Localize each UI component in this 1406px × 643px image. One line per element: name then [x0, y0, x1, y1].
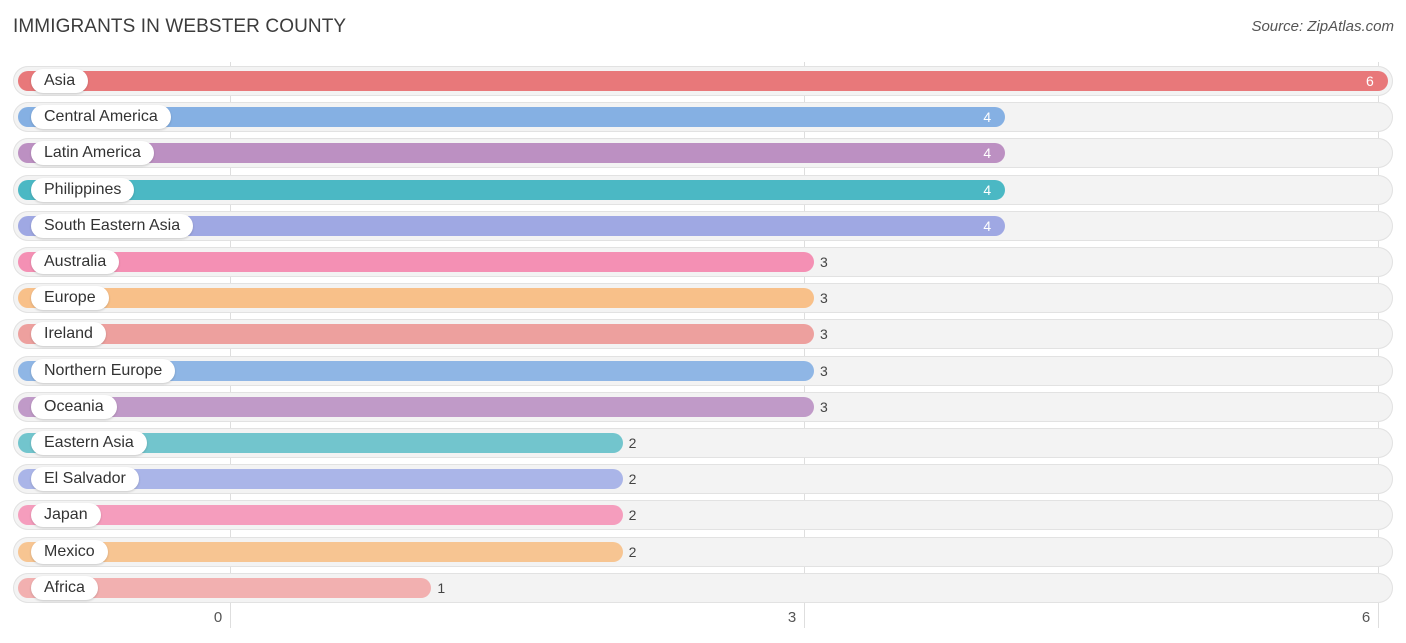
bar-row: El Salvador 2 [13, 464, 1393, 495]
bar [18, 179, 1006, 200]
value-label: 4 [983, 217, 992, 234]
category-label: Philippines [31, 177, 135, 202]
bar [18, 107, 1006, 128]
bar-row: Philippines 4 [13, 174, 1393, 205]
category-label: Mexico [31, 539, 108, 564]
category-label: Central America [31, 105, 171, 130]
category-label: El Salvador [31, 467, 139, 492]
value-label: 4 [983, 181, 992, 198]
category-label: Asia [31, 69, 89, 93]
bar [18, 324, 814, 345]
chart-title: IMMIGRANTS IN WEBSTER COUNTY [13, 16, 347, 37]
bar-row: Asia 6 [13, 66, 1393, 96]
category-label: Europe [31, 286, 109, 311]
bar [18, 577, 432, 598]
bar [18, 71, 1388, 91]
value-label: 6 [1366, 73, 1374, 89]
x-tick-label: 0 [213, 609, 223, 626]
value-label: 2 [628, 435, 637, 451]
value-label: 1 [437, 579, 446, 596]
value-label: 2 [628, 543, 637, 560]
value-label: 3 [820, 290, 828, 307]
value-label: 4 [983, 145, 992, 162]
category-label: Eastern Asia [31, 431, 147, 455]
bar-row: Africa 1 [13, 572, 1393, 603]
bar-row: Europe 3 [13, 283, 1393, 314]
bar-row: South Eastern Asia 4 [13, 210, 1393, 241]
value-label: 4 [983, 109, 992, 126]
category-label: Latin America [31, 141, 154, 166]
value-label: 3 [820, 398, 828, 415]
category-label: Oceania [31, 394, 117, 419]
category-label: Ireland [31, 322, 106, 347]
bar [18, 541, 623, 562]
bar [18, 215, 1006, 236]
bar [18, 252, 814, 272]
bar [18, 433, 623, 453]
bar-row: Northern Europe 3 [13, 355, 1393, 386]
bar-row: Ireland 3 [13, 319, 1393, 350]
category-label: Japan [31, 503, 101, 528]
value-label: 2 [628, 471, 637, 488]
bar-row: Mexico 2 [13, 536, 1393, 567]
bar-row: Australia 3 [13, 247, 1393, 277]
bar [18, 360, 814, 381]
x-tick-label: 3 [787, 609, 797, 626]
bar [18, 396, 814, 417]
value-label: 3 [820, 326, 828, 343]
bar-row: Oceania 3 [13, 391, 1393, 422]
bar-row: Latin America 4 [13, 138, 1393, 169]
bar-row: Central America 4 [13, 102, 1393, 133]
category-label: Northern Europe [31, 358, 176, 383]
bar [18, 288, 814, 309]
category-label: Africa [31, 575, 98, 600]
bar [18, 469, 623, 490]
bar [18, 143, 1006, 164]
value-label: 2 [628, 507, 637, 524]
bar-row: Eastern Asia 2 [13, 428, 1393, 458]
value-label: 3 [820, 362, 828, 379]
chart-source: Source: ZipAtlas.com [1251, 18, 1394, 35]
category-label: South Eastern Asia [31, 213, 194, 238]
bar [18, 505, 623, 526]
category-label: Australia [31, 250, 120, 274]
bar-row: Japan 2 [13, 500, 1393, 531]
value-label: 3 [820, 254, 828, 270]
x-tick-label: 6 [1361, 609, 1371, 626]
